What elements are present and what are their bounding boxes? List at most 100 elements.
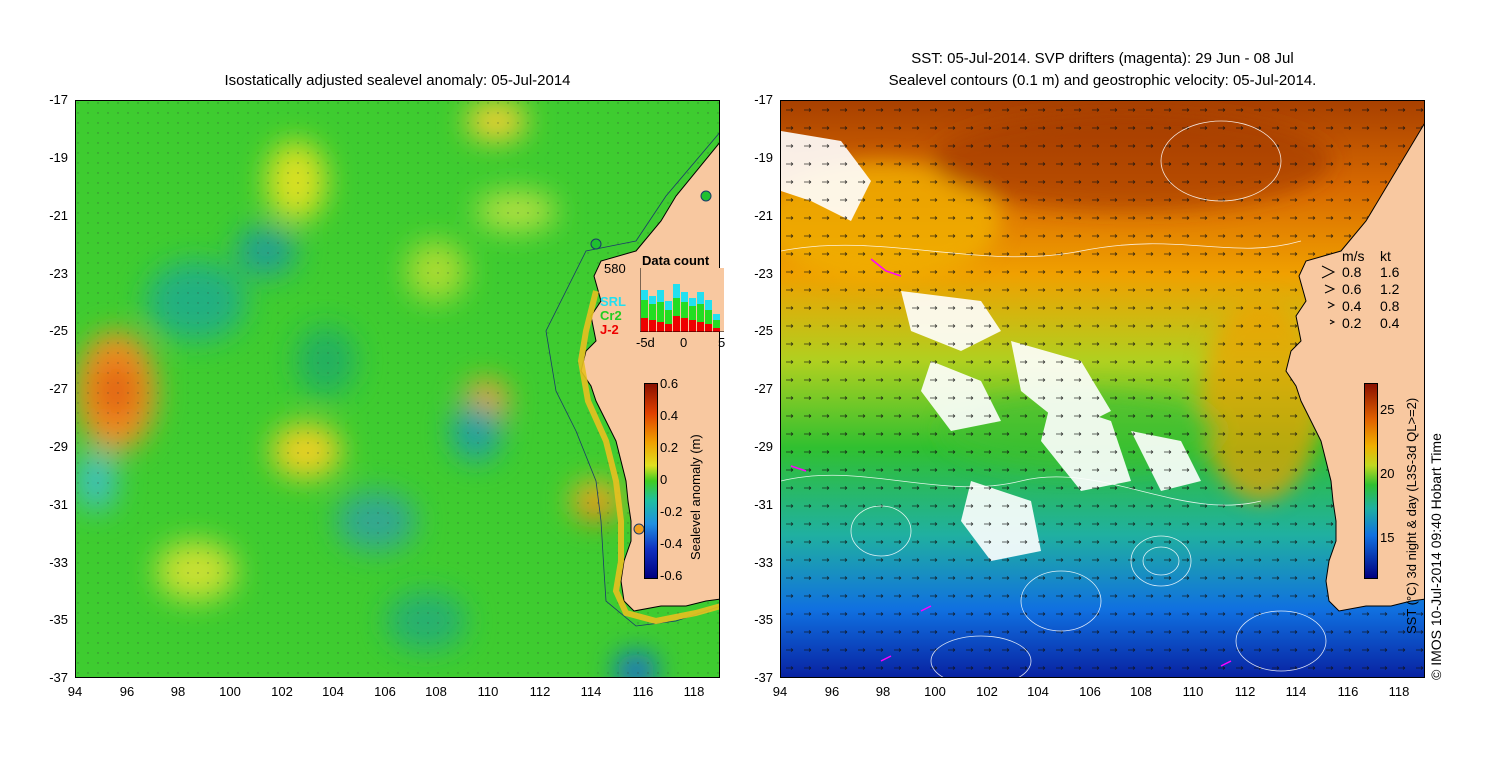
colorbar-tick: 0 [660, 472, 668, 487]
data-count-bar [665, 310, 672, 324]
x-tick: 94 [772, 684, 788, 699]
right-panel-title-line2: Sealevel contours (0.1 m) and geostrophi… [888, 72, 1317, 89]
data-count-bar [673, 316, 680, 332]
data-count-xtick: -5d [636, 335, 655, 350]
x-tick: 94 [67, 684, 83, 699]
data-count-bar [673, 298, 680, 316]
data-count-max: 580 [604, 261, 626, 276]
x-tick: 110 [477, 684, 499, 699]
y-tick: -37 [49, 670, 68, 685]
data-count-xtick: 0 [680, 335, 688, 350]
data-count-bar [713, 328, 720, 332]
data-count-bar [649, 320, 656, 332]
sst-map [780, 100, 1425, 678]
y-tick: -31 [49, 497, 68, 512]
data-count-bar [681, 292, 688, 302]
y-tick: -29 [49, 439, 68, 454]
legend-header-kt: kt [1380, 248, 1391, 264]
data-count-bar [649, 296, 656, 304]
data-count-bar [641, 290, 648, 300]
data-count-bar [657, 322, 664, 332]
data-count-title: Data count [642, 253, 710, 268]
colorbar-tick: 20 [1380, 466, 1395, 481]
sealevel-anomaly-map [75, 100, 720, 678]
x-tick: 104 [322, 684, 344, 699]
x-tick: 110 [1182, 684, 1204, 699]
y-tick: -17 [754, 92, 773, 107]
x-tick: 108 [425, 684, 447, 699]
data-count-bar [657, 302, 664, 322]
y-tick: -17 [49, 92, 68, 107]
x-tick: 112 [529, 684, 551, 699]
legend-kt: 1.6 [1380, 264, 1400, 280]
x-tick: 116 [632, 684, 654, 699]
data-count-bar [681, 302, 688, 318]
x-tick: 100 [924, 684, 946, 699]
x-tick: 118 [683, 684, 705, 699]
y-tick: -27 [754, 381, 773, 396]
data-count-bar [697, 292, 704, 304]
y-tick: -35 [49, 612, 68, 627]
data-count-bar [641, 300, 648, 318]
colorbar-tick: 0.4 [660, 408, 679, 423]
x-tick: 114 [580, 684, 602, 699]
legend-kt: 0.4 [1380, 315, 1400, 331]
x-tick: 102 [976, 684, 998, 699]
y-tick: -29 [754, 439, 773, 454]
x-tick: 114 [1285, 684, 1307, 699]
legend-ms: 0.8 [1342, 264, 1362, 280]
colorbar-tick: 25 [1380, 402, 1395, 417]
y-tick: -25 [49, 323, 68, 338]
right-panel-title-line1: SST: 05-Jul-2014. SVP drifters (magenta)… [911, 50, 1294, 67]
y-tick: -27 [49, 381, 68, 396]
data-count-bar [705, 310, 712, 324]
data-count-xtick: 5 [718, 335, 726, 350]
legend-ms: 0.2 [1342, 315, 1362, 331]
y-tick: -35 [754, 612, 773, 627]
data-count-bar [697, 322, 704, 332]
data-count-bar [689, 306, 696, 320]
colorbar-tick: -0.2 [660, 504, 683, 519]
y-tick: -31 [754, 497, 773, 512]
x-tick: 102 [271, 684, 293, 699]
y-tick: -23 [49, 266, 68, 281]
data-count-bar [713, 320, 720, 328]
legend-j2: J-2 [600, 322, 619, 337]
data-count-bar [649, 304, 656, 320]
data-count-bar [665, 301, 672, 310]
x-tick: 104 [1027, 684, 1049, 699]
data-count-bar [681, 318, 688, 332]
velocity-arrow-icons [1321, 265, 1336, 325]
x-tick: 106 [374, 684, 396, 699]
colorbar-tick: -0.4 [660, 536, 683, 551]
colorbar-tick: 15 [1380, 530, 1395, 545]
x-tick: 112 [1234, 684, 1256, 699]
left-panel-title: Isostatically adjusted sealevel anomaly:… [224, 72, 571, 89]
colorbar-label: SST (°C) 3d night & day (L3S-3d QL>=2) [1404, 397, 1419, 634]
legend-kt: 1.2 [1380, 281, 1400, 297]
y-tick: -21 [49, 208, 68, 223]
y-tick: -25 [754, 323, 773, 338]
x-tick: 100 [219, 684, 241, 699]
y-tick: -37 [754, 670, 773, 685]
legend-kt: 0.8 [1380, 298, 1400, 314]
y-tick: -33 [754, 555, 773, 570]
legend-cr2: Cr2 [600, 308, 622, 323]
y-tick: -23 [754, 266, 773, 281]
y-tick: -19 [754, 150, 773, 165]
data-count-bar [697, 304, 704, 322]
y-tick: -33 [49, 555, 68, 570]
x-tick: 98 [170, 684, 186, 699]
data-count-bar [689, 298, 696, 306]
legend-srl: SRL [600, 294, 626, 309]
colorbar-tick: 0.2 [660, 440, 679, 455]
credit-text: © IMOS 10-Jul-2014 09:40 Hobart Time [1428, 433, 1444, 680]
legend-ms: 0.4 [1342, 298, 1362, 314]
colorbar-tick: 0.6 [660, 376, 679, 391]
data-count-bar [705, 324, 712, 332]
x-tick: 96 [824, 684, 840, 699]
data-count-bar [673, 284, 680, 298]
y-tick: -21 [754, 208, 773, 223]
data-count-bar [713, 314, 720, 320]
legend-ms: 0.6 [1342, 281, 1362, 297]
